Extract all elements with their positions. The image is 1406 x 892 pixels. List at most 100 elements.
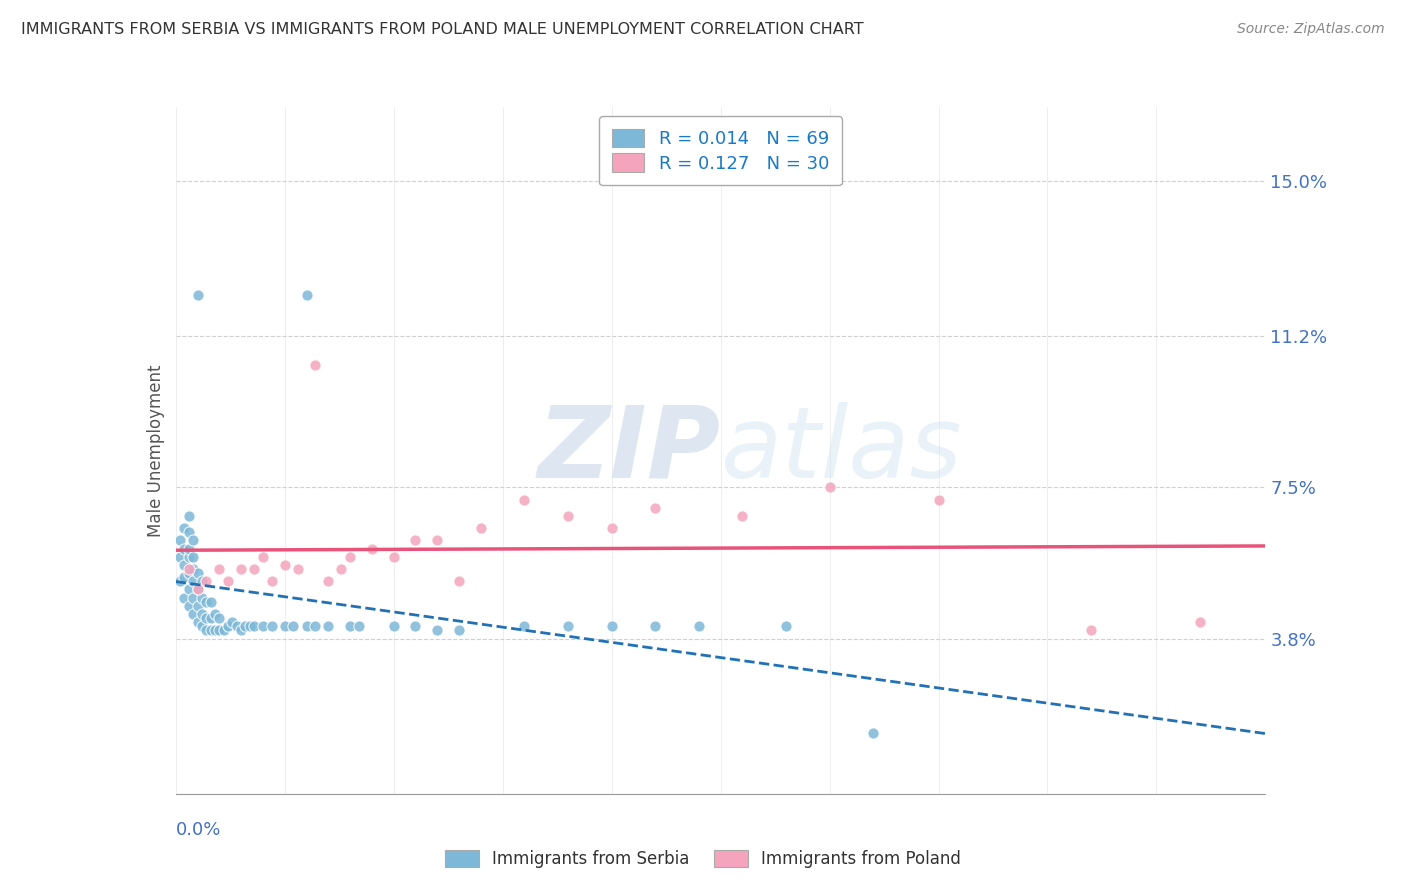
Point — [173, 570, 195, 584]
Point — [600, 619, 623, 633]
Point — [212, 624, 235, 638]
Point — [181, 607, 204, 621]
Point — [928, 492, 950, 507]
Point — [169, 574, 191, 589]
Point — [295, 619, 318, 633]
Point — [169, 549, 191, 564]
Point — [513, 492, 536, 507]
Point — [173, 541, 195, 556]
Point — [600, 521, 623, 535]
Point — [447, 624, 470, 638]
Point — [191, 607, 214, 621]
Point — [181, 591, 204, 605]
Point — [426, 533, 449, 548]
Point — [260, 619, 283, 633]
Point — [862, 725, 884, 739]
Text: ZIP: ZIP — [537, 402, 721, 499]
Point — [447, 574, 470, 589]
Point — [644, 619, 666, 633]
Point — [181, 562, 204, 576]
Point — [287, 562, 309, 576]
Point — [186, 288, 209, 302]
Point — [243, 562, 266, 576]
Point — [557, 619, 579, 633]
Point — [318, 619, 340, 633]
Point — [181, 549, 204, 564]
Text: atlas: atlas — [721, 402, 962, 499]
Point — [173, 558, 195, 572]
Point — [221, 615, 243, 630]
Point — [208, 562, 231, 576]
Point — [186, 599, 209, 613]
Point — [181, 574, 204, 589]
Point — [231, 624, 253, 638]
Point — [186, 615, 209, 630]
Point — [186, 582, 209, 597]
Point — [360, 541, 382, 556]
Point — [173, 521, 195, 535]
Point — [295, 288, 318, 302]
Point — [177, 508, 200, 523]
Point — [195, 611, 218, 625]
Point — [382, 549, 405, 564]
Point — [274, 619, 297, 633]
Point — [217, 619, 239, 633]
Point — [177, 549, 200, 564]
Point — [191, 619, 214, 633]
Legend: R = 0.014   N = 69, R = 0.127   N = 30: R = 0.014 N = 69, R = 0.127 N = 30 — [599, 116, 842, 186]
Point — [177, 582, 200, 597]
Point — [239, 619, 262, 633]
Text: Source: ZipAtlas.com: Source: ZipAtlas.com — [1237, 22, 1385, 37]
Text: IMMIGRANTS FROM SERBIA VS IMMIGRANTS FROM POLAND MALE UNEMPLOYMENT CORRELATION C: IMMIGRANTS FROM SERBIA VS IMMIGRANTS FRO… — [21, 22, 863, 37]
Point — [191, 574, 214, 589]
Text: 0.0%: 0.0% — [176, 822, 221, 839]
Point — [243, 619, 266, 633]
Point — [775, 619, 797, 633]
Point — [339, 549, 361, 564]
Point — [252, 619, 274, 633]
Point — [339, 619, 361, 633]
Y-axis label: Male Unemployment: Male Unemployment — [146, 364, 165, 537]
Point — [186, 582, 209, 597]
Point — [208, 611, 231, 625]
Point — [231, 562, 253, 576]
Point — [382, 619, 405, 633]
Point — [688, 619, 710, 633]
Point — [195, 595, 218, 609]
Point — [200, 595, 222, 609]
Point — [181, 533, 204, 548]
Point — [557, 508, 579, 523]
Point — [260, 574, 283, 589]
Point — [177, 541, 200, 556]
Point — [195, 624, 218, 638]
Point — [169, 533, 191, 548]
Point — [217, 574, 239, 589]
Point — [283, 619, 305, 633]
Point — [186, 566, 209, 581]
Point — [191, 591, 214, 605]
Point — [470, 521, 492, 535]
Point — [731, 508, 754, 523]
Point — [177, 599, 200, 613]
Point — [1189, 615, 1212, 630]
Point — [177, 566, 200, 581]
Point — [225, 619, 247, 633]
Point — [252, 549, 274, 564]
Point — [177, 525, 200, 540]
Point — [208, 624, 231, 638]
Point — [274, 558, 297, 572]
Point — [644, 500, 666, 515]
Point — [304, 358, 326, 372]
Point — [818, 480, 841, 494]
Point — [405, 619, 427, 633]
Point — [235, 619, 257, 633]
Point — [195, 574, 218, 589]
Point — [173, 591, 195, 605]
Point — [318, 574, 340, 589]
Point — [405, 533, 427, 548]
Point — [347, 619, 370, 633]
Point — [177, 562, 200, 576]
Point — [330, 562, 353, 576]
Point — [304, 619, 326, 633]
Point — [204, 607, 226, 621]
